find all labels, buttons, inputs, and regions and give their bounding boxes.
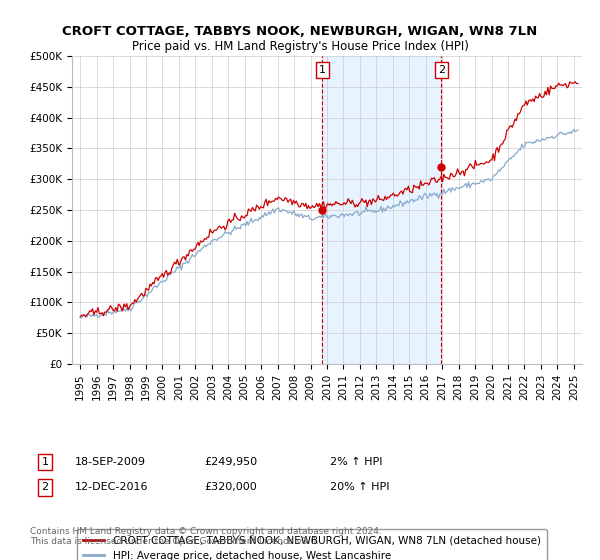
Text: 1: 1 xyxy=(319,65,326,75)
Text: £320,000: £320,000 xyxy=(204,482,257,492)
Text: CROFT COTTAGE, TABBYS NOOK, NEWBURGH, WIGAN, WN8 7LN: CROFT COTTAGE, TABBYS NOOK, NEWBURGH, WI… xyxy=(62,25,538,38)
Text: 2: 2 xyxy=(41,482,49,492)
Bar xyxy=(322,56,442,364)
Text: 2% ↑ HPI: 2% ↑ HPI xyxy=(330,457,383,467)
Legend: CROFT COTTAGE, TABBYS NOOK, NEWBURGH, WIGAN, WN8 7LN (detached house), HPI: Aver: CROFT COTTAGE, TABBYS NOOK, NEWBURGH, WI… xyxy=(77,529,547,560)
Text: 18-SEP-2009: 18-SEP-2009 xyxy=(75,457,146,467)
Text: 1: 1 xyxy=(41,457,49,467)
Text: 12-DEC-2016: 12-DEC-2016 xyxy=(75,482,149,492)
Text: £249,950: £249,950 xyxy=(204,457,257,467)
Text: Price paid vs. HM Land Registry's House Price Index (HPI): Price paid vs. HM Land Registry's House … xyxy=(131,40,469,53)
Text: Contains HM Land Registry data © Crown copyright and database right 2024.
This d: Contains HM Land Registry data © Crown c… xyxy=(30,526,382,546)
Text: 20% ↑ HPI: 20% ↑ HPI xyxy=(330,482,389,492)
Text: 2: 2 xyxy=(438,65,445,75)
